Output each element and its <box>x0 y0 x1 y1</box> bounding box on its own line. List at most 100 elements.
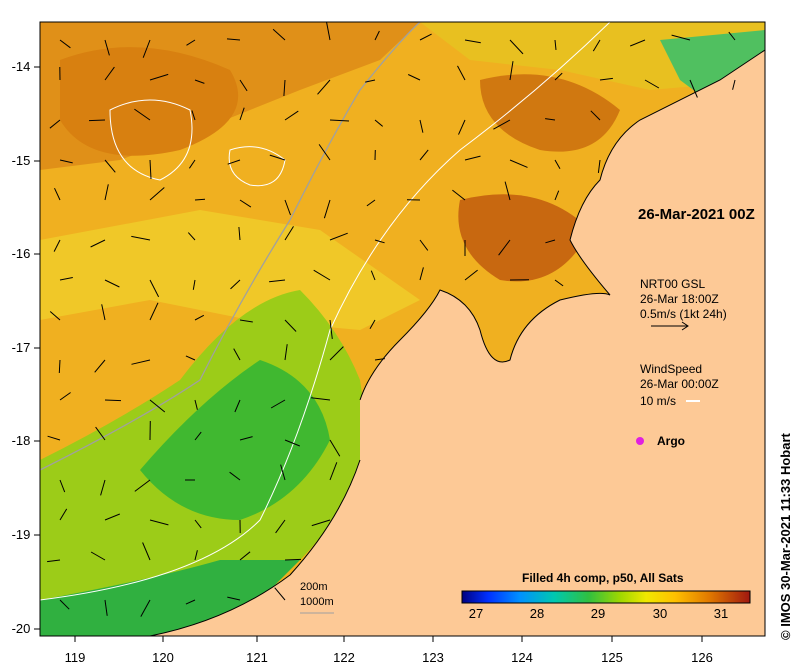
current-vector <box>419 267 424 281</box>
current-vector <box>149 159 152 180</box>
map-field <box>40 22 765 636</box>
current-vector <box>374 119 384 127</box>
current-vector <box>239 79 248 92</box>
current-vector <box>599 77 613 81</box>
current-vector <box>452 189 466 201</box>
isobath-white <box>40 22 611 601</box>
current-vector <box>369 319 376 329</box>
current-vector <box>149 519 169 526</box>
current-vector <box>592 39 601 52</box>
axis-ticks <box>34 66 703 642</box>
current-vector <box>59 479 66 493</box>
current-vector <box>280 464 286 481</box>
sst-yellow-band <box>40 210 420 330</box>
current-vector <box>284 558 302 561</box>
wind-scale: 10 m/s <box>640 394 677 408</box>
current-vector <box>374 239 385 244</box>
current-scale-arrowhead <box>681 321 689 331</box>
current-vector <box>104 279 120 288</box>
current-vector <box>194 198 206 201</box>
current-vector <box>233 348 241 361</box>
wind-title: WindSpeed <box>640 362 703 376</box>
current-vector <box>140 599 151 617</box>
current-vector <box>313 269 331 281</box>
current-vector <box>192 279 196 290</box>
current-vector <box>590 110 601 121</box>
current-vector <box>509 39 524 55</box>
current-vector <box>194 314 205 321</box>
current-vector <box>238 226 241 241</box>
current-vector <box>47 559 61 563</box>
current-vector <box>366 199 376 207</box>
current-vector <box>464 269 478 281</box>
isobath-grey <box>40 22 421 471</box>
current-vector <box>493 119 511 130</box>
current-vector <box>509 159 528 168</box>
current-vector <box>194 79 205 84</box>
current-vector <box>630 39 646 47</box>
currents-scale: 0.5m/s (1kt 24h) <box>640 307 727 321</box>
current-vector <box>54 187 61 201</box>
current-vector <box>269 279 286 283</box>
sst-hot-patch-1 <box>60 47 239 156</box>
current-vector <box>239 107 245 121</box>
current-vector <box>59 508 68 521</box>
current-vector <box>104 599 108 616</box>
current-vector <box>59 39 71 49</box>
current-vector <box>509 61 514 81</box>
current-vector <box>554 72 563 81</box>
current-vector <box>104 66 115 81</box>
current-vector <box>457 65 466 81</box>
current-vector <box>226 38 241 41</box>
current-vector <box>644 79 660 89</box>
current-vector <box>554 159 561 169</box>
current-vector <box>365 79 376 83</box>
current-vector <box>545 118 556 121</box>
lat-tick: -18 <box>11 433 31 448</box>
current-vector <box>458 119 466 135</box>
current-vector <box>329 232 348 241</box>
date-label: 26-Mar-2021 00Z <box>638 206 755 223</box>
credit-text: IMOS 30-Mar-2021 11:33 Hobart <box>778 433 793 627</box>
lon-tick: 121 <box>246 650 268 665</box>
lon-tick: 124 <box>511 650 533 665</box>
current-vector <box>464 39 481 44</box>
current-vector <box>326 22 331 41</box>
lat-tick: -20 <box>11 621 31 636</box>
current-vector <box>272 28 286 41</box>
colorbar-title: Filled 4h comp, p50, All Sats <box>522 571 684 585</box>
current-vector <box>131 359 151 365</box>
lon-tick: 123 <box>422 650 444 665</box>
current-vector <box>329 462 338 481</box>
land <box>150 22 765 636</box>
current-vector <box>100 479 106 496</box>
current-vector <box>131 235 151 241</box>
current-vector <box>104 399 122 402</box>
current-vector <box>419 149 429 161</box>
current-vector <box>419 33 432 41</box>
current-vector <box>407 74 421 81</box>
lat-tick: -15 <box>11 153 31 168</box>
sst-hot-patch-2 <box>480 74 620 152</box>
current-vector <box>269 154 286 161</box>
current-vector <box>104 513 120 521</box>
current-vector <box>149 399 166 413</box>
current-vector <box>728 31 736 41</box>
current-vector <box>149 302 159 321</box>
current-vector <box>194 399 198 410</box>
current-vector <box>419 119 424 133</box>
isobath-200-label: 200m <box>300 581 328 593</box>
current-vector <box>284 110 299 121</box>
current-vector <box>329 119 350 122</box>
coastline-south <box>149 459 361 636</box>
current-vector <box>419 239 429 251</box>
colorbar <box>461 590 751 604</box>
current-vector <box>554 279 564 287</box>
current-vector <box>88 119 106 122</box>
current-vector <box>58 359 61 374</box>
sst-hot-patch-3 <box>458 194 590 282</box>
current-vector <box>104 39 110 56</box>
current-vector <box>284 319 297 332</box>
argo-label: Argo <box>657 434 685 448</box>
